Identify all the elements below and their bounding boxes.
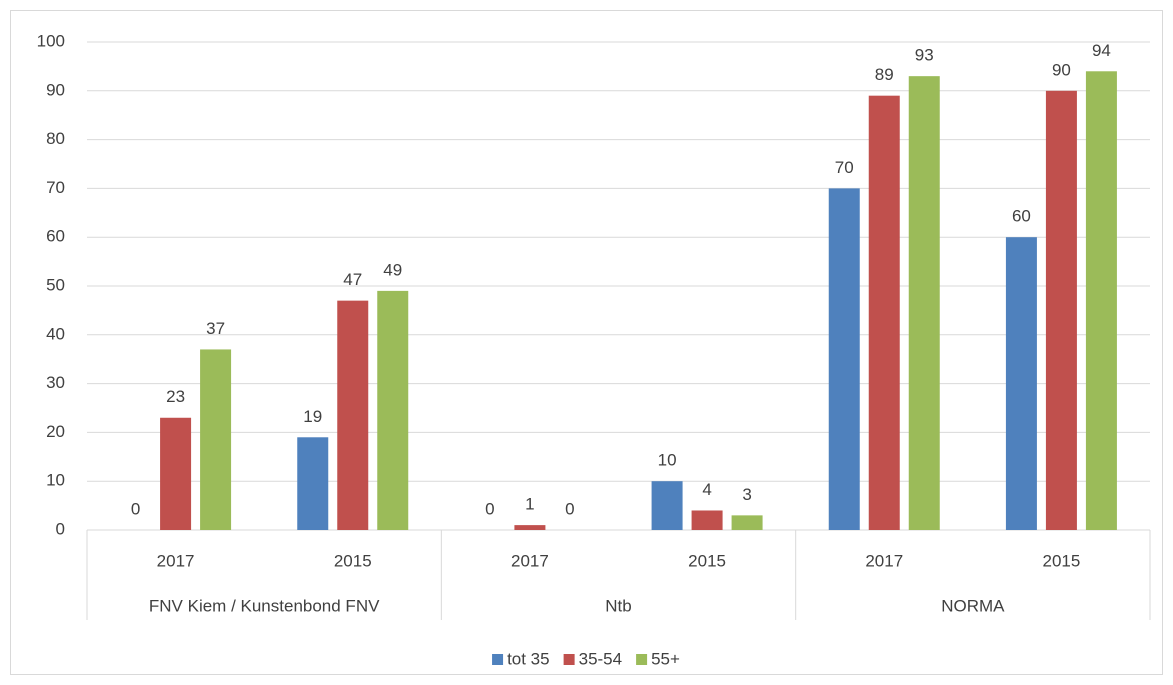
y-tick-label: 70 bbox=[46, 178, 65, 197]
data-label: 10 bbox=[658, 451, 677, 470]
data-label: 90 bbox=[1052, 60, 1071, 79]
y-tick-label: 0 bbox=[56, 519, 65, 538]
data-label: 23 bbox=[166, 387, 185, 406]
bar bbox=[908, 76, 940, 530]
bar bbox=[651, 481, 683, 530]
data-label: 3 bbox=[742, 485, 751, 504]
bar bbox=[377, 290, 409, 530]
bar bbox=[200, 349, 232, 530]
legend-swatch bbox=[563, 654, 575, 665]
bar bbox=[1005, 237, 1037, 530]
data-label: 47 bbox=[343, 270, 362, 289]
data-label: 89 bbox=[875, 65, 894, 84]
y-tick-label: 30 bbox=[46, 373, 65, 392]
bar bbox=[868, 95, 900, 531]
bar bbox=[1045, 90, 1077, 531]
legend-label: 55+ bbox=[651, 649, 680, 668]
data-label: 1 bbox=[525, 495, 534, 514]
x-tick-label: 2015 bbox=[688, 551, 726, 570]
y-tick-label: 80 bbox=[46, 129, 65, 148]
data-label: 94 bbox=[1092, 41, 1111, 60]
y-tick-label: 60 bbox=[46, 227, 65, 246]
bar bbox=[160, 417, 192, 530]
data-label: 4 bbox=[702, 480, 711, 499]
bar bbox=[691, 510, 723, 530]
bar bbox=[828, 188, 860, 530]
y-tick-label: 90 bbox=[46, 80, 65, 99]
bar bbox=[297, 437, 329, 530]
x-tick-label: 2017 bbox=[511, 551, 549, 570]
data-label: 0 bbox=[485, 499, 494, 518]
bar bbox=[731, 515, 763, 530]
legend-label: tot 35 bbox=[507, 649, 550, 668]
y-tick-label: 50 bbox=[46, 275, 65, 294]
data-label: 37 bbox=[206, 319, 225, 338]
y-tick-label: 100 bbox=[37, 31, 65, 50]
data-label: 93 bbox=[915, 46, 934, 65]
data-label: 0 bbox=[131, 499, 140, 518]
legend-swatch bbox=[492, 654, 504, 665]
x-tick-label: 2017 bbox=[157, 551, 195, 570]
data-label: 49 bbox=[383, 260, 402, 279]
legend-label: 35-54 bbox=[579, 649, 622, 668]
x-tick-label: 2015 bbox=[1043, 551, 1081, 570]
x-tick-label: 2017 bbox=[865, 551, 903, 570]
chart-border bbox=[10, 10, 1163, 675]
bar bbox=[337, 300, 369, 530]
group-label: FNV Kiem / Kunstenbond FNV bbox=[149, 596, 380, 615]
bar bbox=[514, 525, 546, 530]
data-label: 19 bbox=[303, 407, 322, 426]
bar bbox=[1085, 71, 1117, 530]
group-label: Ntb bbox=[605, 596, 631, 615]
data-label: 0 bbox=[565, 499, 574, 518]
y-tick-label: 10 bbox=[46, 471, 65, 490]
data-label: 60 bbox=[1012, 207, 1031, 226]
data-label: 70 bbox=[835, 158, 854, 177]
x-tick-label: 2015 bbox=[334, 551, 372, 570]
legend-swatch bbox=[636, 654, 648, 665]
group-label: NORMA bbox=[941, 596, 1005, 615]
y-tick-label: 20 bbox=[46, 422, 65, 441]
y-tick-label: 40 bbox=[46, 324, 65, 343]
